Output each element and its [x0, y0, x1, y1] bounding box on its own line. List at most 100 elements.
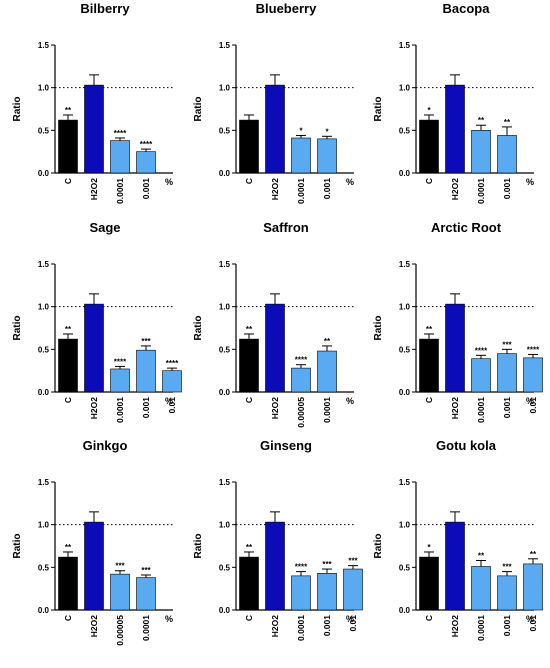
y-axis-label: Ratio	[12, 97, 23, 122]
significance-label: ****	[166, 359, 179, 368]
significance-label: *	[299, 126, 303, 135]
bar	[317, 573, 337, 611]
unit-label: %	[346, 177, 354, 187]
unit-label: %	[346, 396, 354, 406]
significance-label: **	[530, 550, 537, 559]
chart-title: Bacopa	[443, 1, 491, 16]
x-tick-label: C	[244, 178, 254, 184]
x-tick-label: 0.0001	[476, 178, 486, 204]
chart-title: Saffron	[263, 220, 309, 235]
bar	[84, 84, 104, 174]
y-tick-label: 0.5	[399, 345, 411, 354]
significance-label: **	[478, 552, 485, 561]
y-tick-label: 0.0	[38, 388, 50, 397]
y-tick-label: 0.5	[219, 345, 231, 354]
bar	[291, 575, 311, 611]
chart-panel: Sage Ratio 0.0 0.5 1.0 1.5 ** C H2O2 **** 0.0001 **…	[12, 220, 182, 423]
y-tick-label: 0.5	[399, 563, 411, 572]
x-tick-label: C	[63, 178, 73, 184]
chart-title: Sage	[89, 220, 120, 235]
y-tick-label: 0.0	[399, 169, 411, 178]
y-tick-label: 1.5	[219, 260, 231, 269]
bar	[239, 119, 259, 174]
y-axis-label: Ratio	[193, 316, 204, 341]
x-tick-label: H2O2	[270, 397, 280, 419]
y-tick-label: 0.5	[399, 126, 411, 135]
bar	[497, 353, 517, 393]
x-tick-label: 0.0001	[115, 178, 125, 204]
y-tick-label: 0.0	[399, 388, 411, 397]
y-tick-label: 0.0	[399, 606, 411, 615]
y-tick-label: 0.5	[219, 126, 231, 135]
bar	[343, 568, 363, 611]
x-tick-label: C	[424, 178, 434, 184]
bar	[419, 119, 439, 174]
x-tick-label: 0.0001	[296, 178, 306, 204]
x-tick-label: 0.001	[502, 178, 512, 200]
y-tick-label: 0.0	[219, 606, 231, 615]
y-tick-label: 1.5	[399, 260, 411, 269]
x-tick-label: 0.0001	[115, 397, 125, 423]
significance-label: ****	[114, 129, 127, 138]
y-tick-label: 0.5	[219, 563, 231, 572]
x-tick-label: 0.001	[502, 397, 512, 419]
bar	[136, 151, 156, 174]
bar	[471, 130, 491, 174]
unit-label: %	[165, 396, 173, 406]
x-tick-label: C	[424, 397, 434, 403]
chart-panel: Ginseng Ratio 0.0 0.5 1.0 1.5 ** C H2O2 **** 0.000…	[193, 438, 363, 641]
chart-panel: Ginkgo Ratio 0.0 0.5 1.0 1.5 ** C H2O2 *** 0.00005…	[12, 438, 173, 646]
chart-title: Arctic Root	[431, 220, 502, 235]
y-tick-label: 1.5	[38, 478, 50, 487]
bar	[136, 349, 156, 393]
bar	[58, 119, 78, 174]
y-axis-label: Ratio	[373, 534, 384, 559]
significance-label: ***	[502, 340, 512, 349]
x-tick-label: H2O2	[89, 615, 99, 637]
bar	[523, 357, 543, 393]
x-tick-label: 0.0001	[296, 615, 306, 641]
significance-label: **	[65, 325, 72, 334]
bar	[162, 370, 182, 393]
bar	[110, 573, 130, 611]
significance-label: *	[427, 543, 431, 552]
bar	[419, 338, 439, 393]
y-tick-label: 1.0	[399, 303, 411, 312]
y-tick-label: 1.5	[219, 478, 231, 487]
significance-label: ****	[295, 563, 308, 572]
x-tick-label: 0.0001	[476, 397, 486, 423]
bar	[317, 138, 337, 174]
x-tick-label: C	[244, 397, 254, 403]
unit-label: %	[526, 177, 534, 187]
x-tick-label: C	[424, 615, 434, 621]
significance-label: ***	[502, 563, 512, 572]
bar	[265, 303, 285, 393]
y-tick-label: 1.0	[219, 303, 231, 312]
x-tick-label: 0.001	[141, 397, 151, 419]
chart-title: Blueberry	[256, 1, 317, 16]
y-tick-label: 1.5	[399, 478, 411, 487]
significance-label: ****	[114, 357, 127, 366]
significance-label: ****	[527, 345, 540, 354]
x-tick-label: 0.01	[167, 397, 177, 414]
x-tick-label: H2O2	[450, 178, 460, 200]
x-tick-label: 0.01	[528, 615, 538, 632]
bar	[471, 358, 491, 393]
chart-panel: Bilberry Ratio 0.0 0.5 1.0 1.5 ** C H2O2 **** 0.00…	[12, 1, 173, 204]
y-tick-label: 0.0	[219, 388, 231, 397]
y-axis-label: Ratio	[373, 97, 384, 122]
x-tick-label: 0.00005	[296, 397, 306, 428]
significance-label: ***	[115, 562, 125, 571]
chart-panel: Gotu kola Ratio 0.0 0.5 1.0 1.5 * C H2O2 ** 0.0001…	[373, 438, 543, 641]
y-tick-label: 1.5	[219, 41, 231, 50]
significance-label: **	[65, 106, 72, 115]
bar	[58, 556, 78, 611]
y-tick-label: 1.0	[38, 303, 50, 312]
chart-title: Gotu kola	[436, 438, 497, 453]
bar	[110, 140, 130, 174]
y-tick-label: 1.0	[38, 521, 50, 530]
y-tick-label: 0.5	[38, 345, 50, 354]
significance-label: *	[325, 127, 329, 136]
x-tick-label: 0.00005	[115, 615, 125, 646]
chart-panel: Blueberry Ratio 0.0 0.5 1.0 1.5 C H2O2 * 0.0001 * 0…	[193, 1, 354, 204]
